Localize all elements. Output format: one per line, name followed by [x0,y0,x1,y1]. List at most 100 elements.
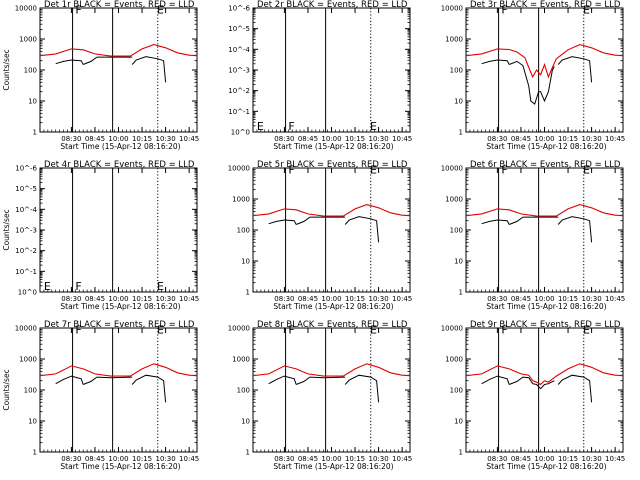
series-black-events [83,56,98,65]
series-black-events [481,219,510,225]
x-axis-label: Start Time (15-Apr-12 08:16:20) [486,462,606,471]
x-tick-label: 10:00 [534,135,554,143]
series-red-lld [465,363,624,386]
x-tick-label: 08:30 [61,135,81,143]
series-red-lld [252,204,411,217]
y-tick-label: 100 [237,227,250,235]
chart-title: Det 7r BLACK = Events, RED = LLD [44,320,195,330]
y-tick-label: 1000 [445,356,463,364]
y-tick-label: 10 [241,258,250,266]
flag-label: E [370,163,377,176]
series-black-events [481,375,510,385]
x-tick-label: 10:15 [132,295,152,303]
y-tick-label: 10^-5 [228,25,250,33]
x-tick-label: 08:45 [511,295,531,303]
x-axis-label: Start Time (15-Apr-12 08:16:20) [273,142,393,151]
series-red-lld [252,363,411,377]
chart-title: Det 4r BLACK = Events, RED = LLD [44,160,195,170]
y-tick-label: 1 [459,449,463,457]
x-tick-label: 10:45 [179,295,199,303]
panel-det-9: Det 9r BLACK = Events, RED = LLD 1 10 100 10… [441,320,626,471]
chart-title: Det 2r BLACK = Events, RED = LLD [257,0,408,10]
y-tick-label: 1000 [19,356,37,364]
x-tick-label: 10:30 [369,295,389,303]
y-tick-label: 10 [241,418,250,426]
x-tick-label: 10:30 [582,455,602,463]
x-tick-label: 10:15 [558,135,578,143]
y-tick-label: 10^-1 [228,108,250,116]
y-tick-label: 100 [450,387,463,395]
flag-label: F [288,163,294,176]
y-tick-label: 100 [450,67,463,75]
x-tick-label: 10:30 [582,295,602,303]
plot-frame [252,327,411,453]
plot-frame [465,167,624,293]
y-tick-label: 100 [450,227,463,235]
flag-label: F [501,323,507,336]
flag-label: E [370,120,377,133]
flag-label: E [257,120,264,133]
x-tick-label: 08:30 [487,135,507,143]
y-tick-label: 10 [454,98,463,106]
y-tick-label: 10^-4 [228,46,250,54]
y-tick-label: 10 [454,418,463,426]
y-tick-label: 1000 [445,36,463,44]
flag-label: E [157,323,164,336]
y-tick-label: 10^-2 [228,87,250,95]
plot-frame [39,327,198,453]
x-tick-label: 10:15 [558,455,578,463]
y-tick-label: 100 [24,67,37,75]
x-tick-label: 10:00 [108,295,128,303]
x-tick-label: 08:45 [85,455,105,463]
plot-frame [252,7,411,133]
x-tick-label: 10:15 [132,135,152,143]
x-tick-label: 08:45 [511,455,531,463]
y-tick-label: 1000 [232,196,250,204]
flag-label: F [501,3,507,16]
flag-label: E [583,163,590,176]
x-tick-label: 08:45 [298,135,318,143]
x-tick-label: 08:45 [85,135,105,143]
flag-label: E [157,3,164,16]
flag-label: F [75,323,81,336]
x-tick-label: 08:30 [61,295,81,303]
y-tick-label: 10000 [15,325,37,333]
flag-label: E [157,280,164,293]
y-tick-label: 100 [24,387,37,395]
series-black-events [96,376,133,379]
chart-title: Det 9r BLACK = Events, RED = LLD [470,320,621,330]
plot-frame [465,327,624,453]
plot-frame [465,7,624,133]
y-tick-label: 1 [33,129,37,137]
series-black-events [131,56,167,83]
chart-title: Det 3r BLACK = Events, RED = LLD [470,0,621,10]
series-black-events [344,216,380,243]
flag-label: E [44,280,51,293]
x-tick-label: 10:00 [534,455,554,463]
y-tick-label: 10^-3 [15,227,37,235]
y-tick-label: 10000 [441,165,463,173]
plot-frame [252,167,411,293]
x-tick-label: 08:30 [274,295,294,303]
y-axis-label: Counts/sec [2,209,11,250]
y-tick-label: 1 [459,289,463,297]
y-tick-label: 10^-5 [15,185,37,193]
x-tick-label: 10:30 [156,455,176,463]
x-tick-label: 10:00 [534,295,554,303]
series-black-events [557,216,593,243]
x-tick-label: 08:30 [274,455,294,463]
x-tick-label: 10:00 [321,295,341,303]
x-tick-label: 10:30 [156,295,176,303]
x-axis-label: Start Time (15-Apr-12 08:16:20) [60,462,180,471]
x-tick-label: 10:30 [156,135,176,143]
y-tick-label: 10000 [15,5,37,13]
series-black-events [509,376,555,390]
y-tick-label: 1000 [445,196,463,204]
y-tick-label: 10^0 [18,289,37,297]
panel-det-8: Det 8r BLACK = Events, RED = LLD 1 10 100 10… [228,320,413,471]
x-axis-label: Start Time (15-Apr-12 08:16:20) [273,302,393,311]
series-black-events [557,56,593,83]
y-tick-label: 10000 [441,5,463,13]
panel-det-3: Det 3r BLACK = Events, RED = LLD 1 10 100 10… [441,0,626,151]
